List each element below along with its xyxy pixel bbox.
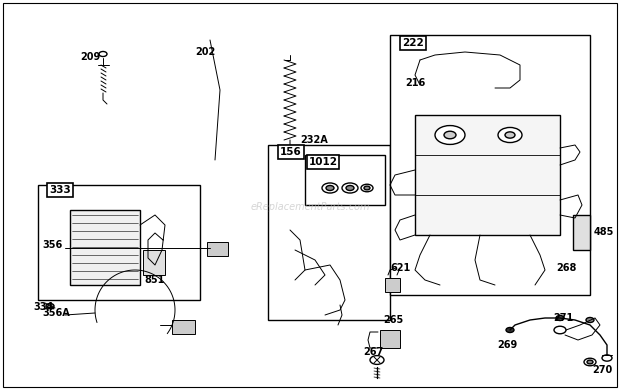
Circle shape xyxy=(444,131,456,139)
Circle shape xyxy=(554,326,566,334)
Bar xyxy=(385,278,400,292)
Circle shape xyxy=(326,186,334,191)
Bar xyxy=(38,185,200,300)
Text: 269: 269 xyxy=(497,340,517,350)
Circle shape xyxy=(586,317,594,323)
Text: 356A: 356A xyxy=(42,308,69,318)
Text: 268: 268 xyxy=(556,263,577,273)
Text: 621: 621 xyxy=(390,263,410,273)
Circle shape xyxy=(364,186,370,190)
Bar xyxy=(268,145,390,320)
Text: 485: 485 xyxy=(594,227,614,237)
Text: 267: 267 xyxy=(363,347,383,357)
Circle shape xyxy=(435,126,465,144)
Circle shape xyxy=(587,360,593,364)
Bar xyxy=(305,155,385,205)
Text: eReplacementParts.com: eReplacementParts.com xyxy=(250,202,370,212)
Bar xyxy=(390,35,590,295)
Text: 333: 333 xyxy=(49,185,71,195)
Circle shape xyxy=(370,356,384,364)
Circle shape xyxy=(505,132,515,138)
Text: 265: 265 xyxy=(383,315,403,325)
Text: 202: 202 xyxy=(195,47,215,57)
Circle shape xyxy=(584,358,596,366)
Bar xyxy=(172,320,195,334)
Text: 334: 334 xyxy=(33,302,53,312)
Text: 1012: 1012 xyxy=(309,157,337,167)
Circle shape xyxy=(99,51,107,57)
Text: 356: 356 xyxy=(42,240,62,250)
Circle shape xyxy=(322,183,338,193)
Circle shape xyxy=(498,128,522,143)
Bar xyxy=(70,210,140,285)
Circle shape xyxy=(506,328,514,333)
Circle shape xyxy=(602,355,612,361)
Circle shape xyxy=(342,183,358,193)
Circle shape xyxy=(361,184,373,192)
Text: 222: 222 xyxy=(402,38,424,48)
Text: 271: 271 xyxy=(553,313,574,323)
Bar xyxy=(415,115,560,235)
Text: 270: 270 xyxy=(592,365,613,375)
Bar xyxy=(573,215,590,250)
Text: 232A: 232A xyxy=(300,135,328,145)
Text: 216: 216 xyxy=(405,78,425,88)
Circle shape xyxy=(556,316,564,321)
Bar xyxy=(380,330,400,348)
Circle shape xyxy=(346,186,354,191)
Bar xyxy=(207,242,228,256)
Text: 156: 156 xyxy=(280,147,302,157)
Text: 851: 851 xyxy=(145,275,165,285)
Circle shape xyxy=(46,303,54,308)
Bar xyxy=(143,250,165,275)
Text: 209: 209 xyxy=(80,52,100,62)
